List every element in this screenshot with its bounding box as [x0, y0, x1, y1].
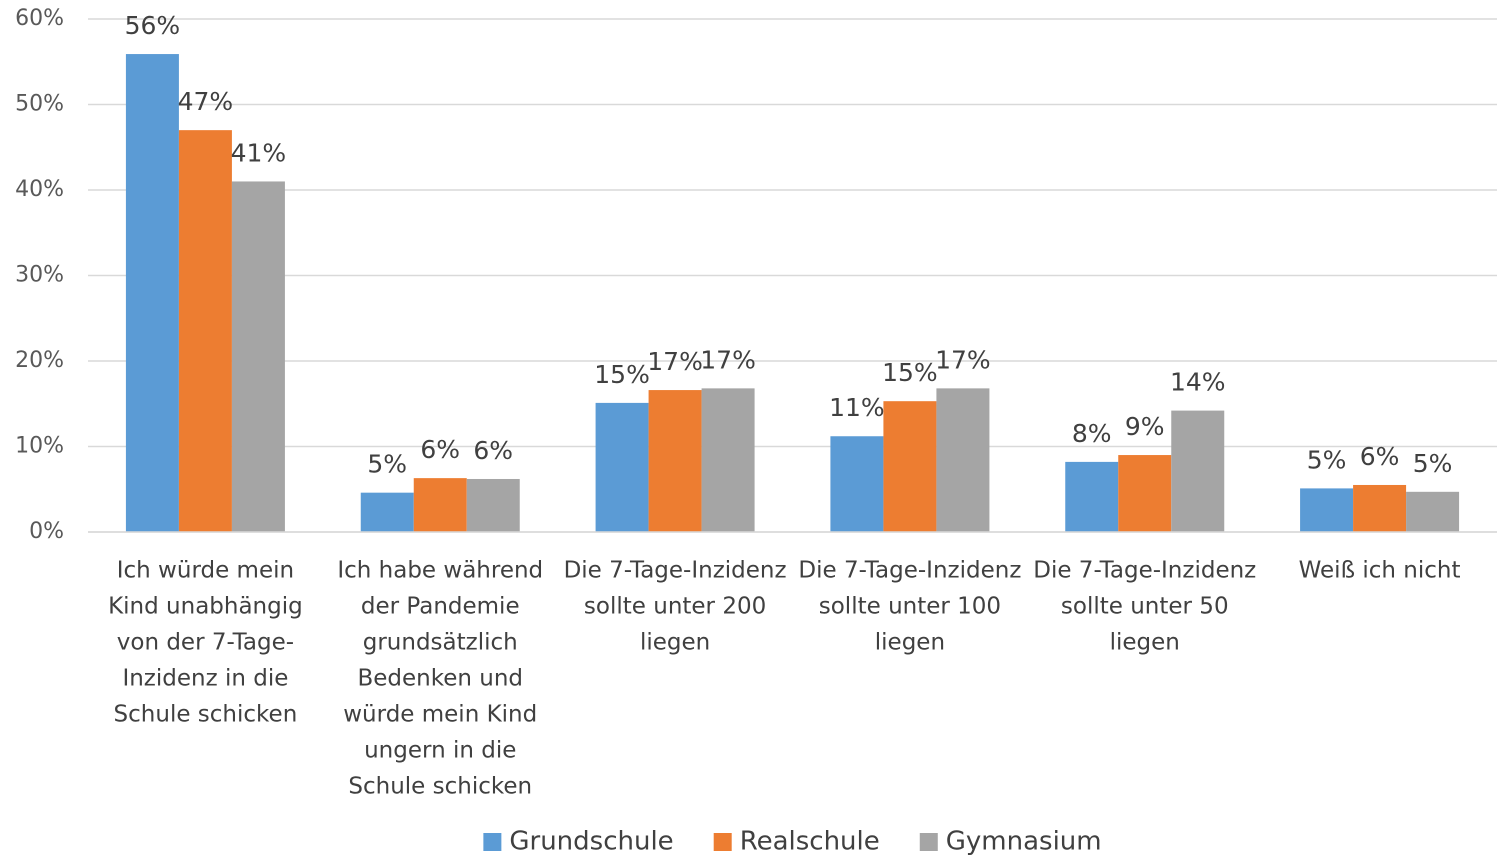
value-label: 5%	[367, 450, 407, 479]
x-tick-label: Schule schicken	[114, 702, 298, 728]
legend-swatch	[483, 833, 502, 851]
value-label: 6%	[1360, 442, 1400, 471]
x-tick-label: liegen	[875, 630, 945, 656]
legend-swatch	[919, 833, 938, 851]
value-label: 5%	[1307, 445, 1347, 474]
legend-label: Realschule	[740, 827, 880, 857]
y-tick-label: 60%	[15, 6, 64, 31]
bar	[125, 54, 179, 533]
value-label: 8%	[1072, 419, 1112, 448]
bar	[701, 388, 755, 532]
bar	[1065, 461, 1119, 532]
value-label: 5%	[1413, 449, 1453, 478]
x-tick-label: Ich habe während	[337, 558, 543, 584]
bar	[1406, 491, 1460, 532]
bar	[830, 436, 884, 532]
value-label: 11%	[829, 393, 885, 422]
x-tick-label: Kind unabhängig	[108, 594, 303, 620]
bar	[1118, 455, 1172, 532]
value-label: 41%	[231, 138, 287, 167]
bar	[231, 181, 285, 532]
x-tick-label: sollte unter 50	[1061, 594, 1229, 620]
bar	[178, 130, 232, 532]
bar	[1300, 488, 1354, 532]
x-tick-label: ungern in die	[364, 738, 516, 764]
x-tick-label: Schule schicken	[348, 774, 532, 800]
y-tick-label: 20%	[15, 348, 64, 373]
bar	[466, 478, 520, 532]
bar	[936, 388, 990, 532]
value-label: 9%	[1125, 412, 1165, 441]
bar	[595, 402, 649, 532]
bar	[648, 390, 702, 532]
x-tick-label: Ich würde mein	[117, 558, 294, 584]
x-tick-label: der Pandemie	[361, 594, 520, 620]
legend-label: Gymnasium	[946, 827, 1102, 857]
x-tick-label: Die 7-Tage-Inzidenz	[798, 558, 1021, 584]
x-tick-label: liegen	[1110, 630, 1180, 656]
x-tick-label: würde mein Kind	[343, 702, 537, 728]
x-tick-label: Die 7-Tage-Inzidenz	[1033, 558, 1256, 584]
x-tick-label: sollte unter 200	[584, 594, 766, 620]
value-label: 14%	[1170, 368, 1226, 397]
y-tick-label: 50%	[15, 92, 64, 117]
bar	[883, 401, 937, 532]
value-label: 6%	[473, 436, 513, 465]
x-tick-label: Die 7-Tage-Inzidenz	[564, 558, 787, 584]
value-label: 15%	[882, 358, 938, 387]
y-tick-label: 30%	[15, 263, 64, 288]
bar	[413, 478, 467, 532]
value-label: 15%	[594, 360, 650, 389]
value-label: 56%	[125, 11, 181, 40]
bar	[1171, 410, 1225, 532]
x-tick-label: grundsätzlich	[363, 630, 518, 656]
x-tick-label: von der 7-Tage-	[117, 630, 294, 656]
x-tick-label: liegen	[640, 630, 710, 656]
y-tick-label: 40%	[15, 177, 64, 202]
y-tick-label: 0%	[29, 519, 64, 544]
x-tick-label: sollte unter 100	[819, 594, 1001, 620]
legend-swatch	[713, 833, 732, 851]
x-tick-label: Inzidenz in die	[122, 666, 288, 692]
value-label: 17%	[935, 345, 991, 374]
legend-label: Grundschule	[509, 827, 673, 857]
bar	[1353, 484, 1407, 532]
value-label: 6%	[420, 435, 460, 464]
x-tick-label: Bedenken und	[357, 666, 523, 692]
bar	[360, 492, 414, 532]
x-tick-label: Weiß ich nicht	[1299, 558, 1461, 584]
value-label: 47%	[178, 87, 234, 116]
value-label: 17%	[647, 347, 703, 376]
value-label: 17%	[700, 345, 756, 374]
y-tick-label: 10%	[15, 434, 64, 459]
